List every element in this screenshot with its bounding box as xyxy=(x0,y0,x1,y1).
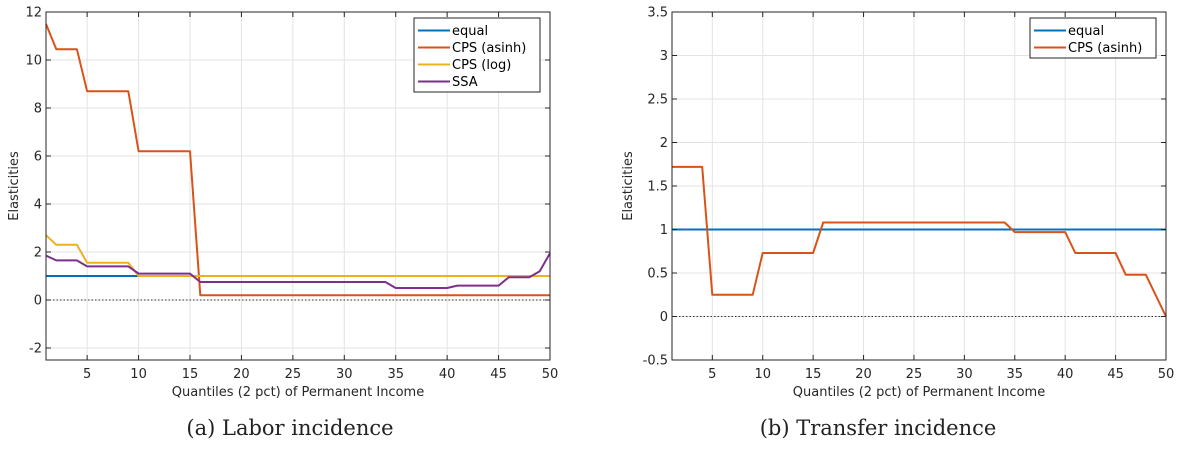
y-tick-label: -0.5 xyxy=(643,354,668,369)
y-tick-label: 1.5 xyxy=(647,180,668,195)
y-tick-label: 10 xyxy=(25,54,42,69)
y-tick-label: 4 xyxy=(34,198,42,213)
series-line-ssa xyxy=(45,252,551,289)
y-tick-label: 0 xyxy=(34,294,42,309)
figure: 5 10 15 20 25 30 35 40 45 50-2024681012Quantiles … xyxy=(7,6,1174,401)
x-tick-label: 45 xyxy=(490,367,507,382)
y-tick-label: 6 xyxy=(34,150,42,165)
y-tick-label: 0 xyxy=(660,310,668,325)
x-tick-label: 45 xyxy=(1107,367,1124,382)
chart-panel-2: 5 10 15 20 25 30 35 40 45 50 -0.5 0 0.5 1 1.5 2 2.5 3 3.5 Q… xyxy=(621,6,1174,401)
caption-transfer-incidence: (b) Transfer incidence xyxy=(759,416,997,440)
legend: equal CPS (asinh) CPS (log) SSA xyxy=(413,17,541,93)
x-tick-label: 15 xyxy=(805,367,822,382)
x-tick-label: 5 xyxy=(708,367,716,382)
x-tick-label: 20 xyxy=(233,367,250,382)
x-tick-label: 35 xyxy=(387,367,404,382)
y-tick-label: 2 xyxy=(34,246,42,261)
y-tick-label: 0.5 xyxy=(647,267,668,282)
x-tick-label: 30 xyxy=(956,367,973,382)
y-tick-label: 12 xyxy=(25,6,42,21)
legend-entry: CPS (log) xyxy=(452,58,511,73)
x-tick-label: 35 xyxy=(1007,367,1024,382)
x-tick-label: 30 xyxy=(336,367,353,382)
x-tick-label: 50 xyxy=(1158,367,1175,382)
legend-entry: equal xyxy=(1068,24,1104,39)
x-tick-label: 5 xyxy=(83,367,91,382)
series-line-cps-log xyxy=(45,234,550,277)
y-tick-label: 3 xyxy=(660,49,668,64)
legend-entry: CPS (asinh) xyxy=(452,41,526,56)
legend: equal CPS (asinh) xyxy=(1029,17,1157,59)
x-tick-label: 10 xyxy=(130,367,147,382)
caption-labor-incidence: (a) Labor incidence xyxy=(186,416,394,440)
x-tick-label: 25 xyxy=(906,367,923,382)
x-axis-label: Quantiles (2 pct) of Permanent Income xyxy=(172,385,424,400)
y-tick-label: 3.5 xyxy=(647,6,668,21)
y-axis-label: Elasticities xyxy=(621,151,636,221)
y-tick-label: 2.5 xyxy=(647,93,668,108)
y-tick-label: 2 xyxy=(660,136,668,151)
y-axis-label: Elasticities xyxy=(7,151,22,221)
y-tick-label: 8 xyxy=(34,102,42,117)
axes-box xyxy=(45,11,551,361)
x-tick-label: 40 xyxy=(1057,367,1074,382)
y-tick-label: 1 xyxy=(660,223,668,238)
x-tick-label: 15 xyxy=(182,367,199,382)
x-tick-label: 10 xyxy=(754,367,771,382)
chart-panel-1: 5 10 15 20 25 30 35 40 45 50 -2 0 2 4 6 8 10 12 Quantiles … xyxy=(7,6,558,401)
legend-entry: equal xyxy=(452,24,488,39)
x-tick-label: 25 xyxy=(285,367,302,382)
legend-box xyxy=(1029,17,1157,59)
series-line-cps-asinh xyxy=(672,165,1167,317)
legend-entry: SSA xyxy=(452,75,478,90)
x-tick-label: 50 xyxy=(542,367,559,382)
x-tick-label: 40 xyxy=(439,367,456,382)
x-tick-label: 20 xyxy=(855,367,872,382)
x-axis-label: Quantiles (2 pct) of Permanent Income xyxy=(793,385,1045,400)
series-line-cps-asinh xyxy=(45,23,550,297)
y-tick-label: -2 xyxy=(29,342,42,357)
legend-entry: CPS (asinh) xyxy=(1068,41,1142,56)
